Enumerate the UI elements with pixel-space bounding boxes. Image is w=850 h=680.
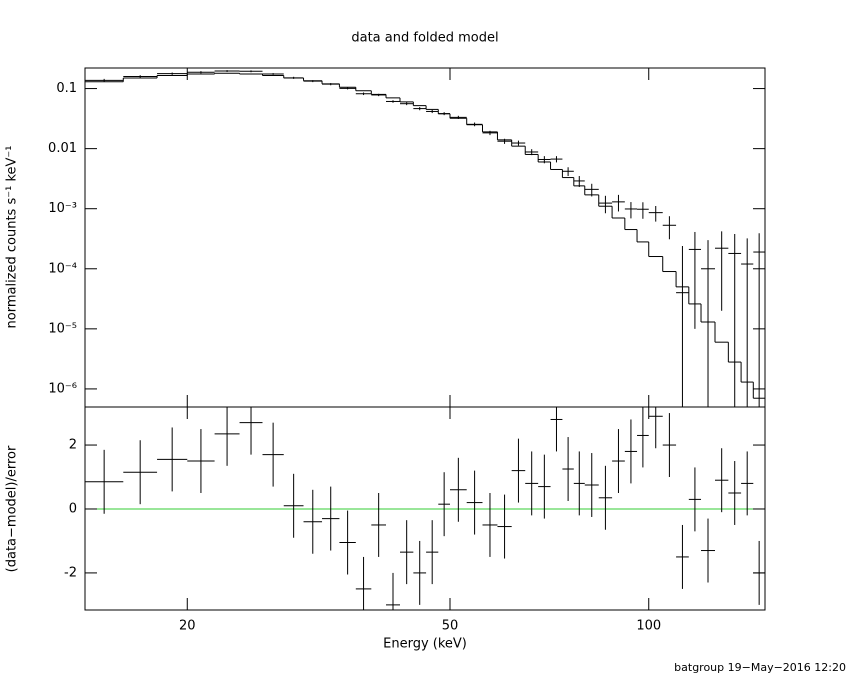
x-tick-label: 100	[636, 619, 661, 634]
footer: batgroup 19−May−2016 12:20	[674, 661, 846, 674]
y-tick-label: 0.01	[48, 141, 77, 156]
y-axis-label: normalized counts s⁻¹ keV⁻¹	[5, 146, 20, 329]
y-tick-label: 10⁻³	[48, 201, 77, 216]
top-plot	[85, 70, 765, 407]
bottom-plot	[85, 407, 765, 610]
x-axis-label: Energy (keV)	[383, 637, 467, 652]
y-tick-label: 10⁻⁴	[48, 261, 77, 276]
y-tick-label: 10⁻⁵	[48, 321, 77, 336]
chart-title: data and folded model	[351, 31, 498, 46]
y-tick-label: 0.1	[56, 81, 77, 96]
y-tick-label: 10⁻⁶	[48, 381, 77, 396]
y-tick-label: -2	[64, 565, 77, 580]
y-tick-label: 2	[69, 438, 77, 453]
x-tick-label: 20	[179, 619, 196, 634]
x-tick-label: 50	[442, 619, 459, 634]
y-axis-label: (data−model)/error	[5, 445, 20, 572]
y-tick-label: 0	[69, 501, 77, 516]
